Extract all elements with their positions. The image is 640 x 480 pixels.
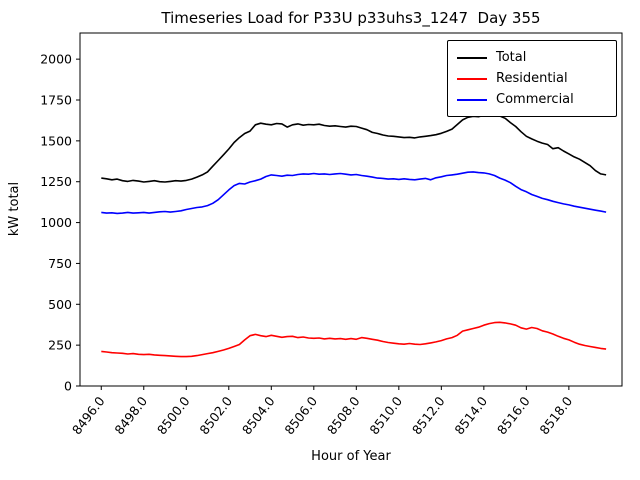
- total-line-swatch: [457, 56, 487, 59]
- svg-text:8514.0: 8514.0: [451, 394, 490, 438]
- chart-title: Timeseries Load for P33U p33uhs3_1247 Da…: [161, 9, 541, 27]
- legend-label-commercial: Commercial: [496, 92, 574, 107]
- legend-entry-commercial: Commercial: [448, 89, 616, 110]
- svg-text:1000: 1000: [40, 215, 72, 230]
- residential-line-swatch: [457, 77, 487, 80]
- svg-text:8500.0: 8500.0: [154, 394, 193, 438]
- svg-text:8516.0: 8516.0: [494, 394, 533, 438]
- legend-label-total: Total: [496, 50, 527, 65]
- svg-text:8518.0: 8518.0: [536, 394, 575, 438]
- legend-entry-residential: Residential: [448, 68, 616, 89]
- svg-text:8504.0: 8504.0: [239, 394, 278, 438]
- legend: Total Residential Commercial: [447, 40, 617, 117]
- svg-text:1250: 1250: [40, 174, 72, 189]
- svg-text:250: 250: [48, 338, 72, 353]
- svg-text:8498.0: 8498.0: [111, 394, 150, 438]
- commercial-line-swatch: [457, 98, 487, 101]
- svg-text:750: 750: [48, 256, 72, 271]
- legend-entry-total: Total: [448, 47, 616, 68]
- legend-label-residential: Residential: [496, 71, 568, 86]
- svg-text:8502.0: 8502.0: [196, 394, 235, 438]
- y-axis-label: kW total: [7, 181, 22, 237]
- svg-text:1750: 1750: [40, 93, 72, 108]
- svg-text:8510.0: 8510.0: [366, 394, 405, 438]
- svg-text:500: 500: [48, 297, 72, 312]
- x-axis-label: Hour of Year: [311, 449, 391, 464]
- svg-text:8496.0: 8496.0: [69, 394, 108, 438]
- svg-text:8506.0: 8506.0: [281, 394, 320, 438]
- svg-text:2000: 2000: [40, 52, 72, 67]
- svg-text:0: 0: [64, 379, 72, 394]
- svg-text:1500: 1500: [40, 133, 72, 148]
- svg-text:8512.0: 8512.0: [409, 394, 448, 438]
- svg-text:8508.0: 8508.0: [324, 394, 363, 438]
